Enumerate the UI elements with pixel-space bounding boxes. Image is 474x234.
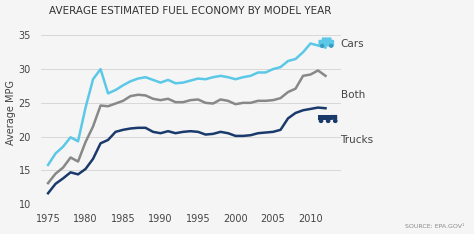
Text: Trucks: Trucks	[340, 135, 374, 145]
FancyBboxPatch shape	[331, 115, 337, 120]
Title: AVERAGE ESTIMATED FUEL ECONOMY BY MODEL YEAR: AVERAGE ESTIMATED FUEL ECONOMY BY MODEL …	[49, 6, 332, 15]
Circle shape	[329, 44, 333, 47]
FancyBboxPatch shape	[319, 40, 334, 47]
Circle shape	[319, 119, 323, 122]
Text: Both: Both	[340, 90, 365, 100]
Circle shape	[334, 119, 337, 122]
Text: Cars: Cars	[340, 39, 364, 49]
Text: SOURCE: EPA.GOV¹: SOURCE: EPA.GOV¹	[405, 224, 465, 229]
Circle shape	[320, 44, 324, 47]
FancyBboxPatch shape	[318, 115, 331, 120]
Circle shape	[327, 119, 330, 122]
Y-axis label: Average MPG: Average MPG	[6, 80, 16, 146]
FancyBboxPatch shape	[322, 37, 331, 42]
